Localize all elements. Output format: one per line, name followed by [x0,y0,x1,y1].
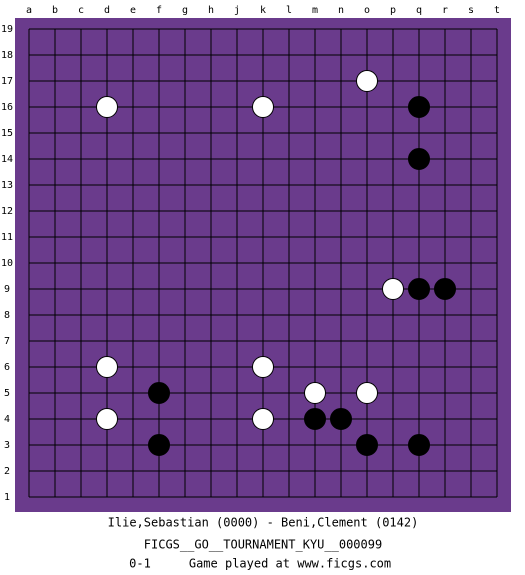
column-label: l [286,5,292,16]
row-label: 17 [1,76,13,87]
black-stone [148,434,170,456]
black-stone [408,278,430,300]
column-label: d [104,5,110,16]
row-label: 8 [4,310,10,321]
column-label: c [78,5,84,16]
black-stone [434,278,456,300]
row-label: 1 [4,492,10,503]
column-label: f [156,5,162,16]
white-stone [356,382,378,404]
black-stone [408,96,430,118]
black-stone [304,408,326,430]
column-label: p [390,5,396,16]
black-stone [330,408,352,430]
column-label: t [494,5,500,16]
row-label: 19 [1,24,13,35]
column-label: o [364,5,370,16]
black-stone [408,148,430,170]
column-label: q [416,5,422,16]
column-label: j [234,5,240,16]
row-label: 5 [4,388,10,399]
white-stone [96,356,118,378]
column-label: n [338,5,344,16]
row-label: 6 [4,362,10,373]
row-label: 9 [4,284,10,295]
column-label: k [260,5,266,16]
white-stone [252,356,274,378]
black-stone [356,434,378,456]
column-label: g [182,5,188,16]
row-label: 3 [4,440,10,451]
column-label: e [130,5,136,16]
result: 0-1 [129,557,151,571]
white-stone [252,408,274,430]
players: Ilie,Sebastian (0000) - Beni,Clement (01… [108,516,419,530]
white-stone [356,70,378,92]
row-label: 15 [1,128,13,139]
white-stone [96,408,118,430]
row-label: 13 [1,180,13,191]
column-label: r [442,5,448,16]
row-label: 11 [1,232,13,243]
event: FICGS__GO__TOURNAMENT_KYU__000099 [144,538,382,552]
row-label: 4 [4,414,10,425]
white-stone [252,96,274,118]
column-label: a [26,5,32,16]
white-stone [96,96,118,118]
row-label: 2 [4,466,10,477]
white-stone [304,382,326,404]
row-label: 18 [1,50,13,61]
row-label: 10 [1,258,13,269]
column-label: s [468,5,474,16]
row-label: 14 [1,154,13,165]
white-stone [382,278,404,300]
row-label: 7 [4,336,10,347]
row-label: 12 [1,206,13,217]
column-label: m [312,5,318,16]
black-stone [408,434,430,456]
column-label: h [208,5,214,16]
row-label: 16 [1,102,13,113]
site: Game played at www.ficgs.com [189,557,391,571]
black-stone [148,382,170,404]
column-label: b [52,5,58,16]
